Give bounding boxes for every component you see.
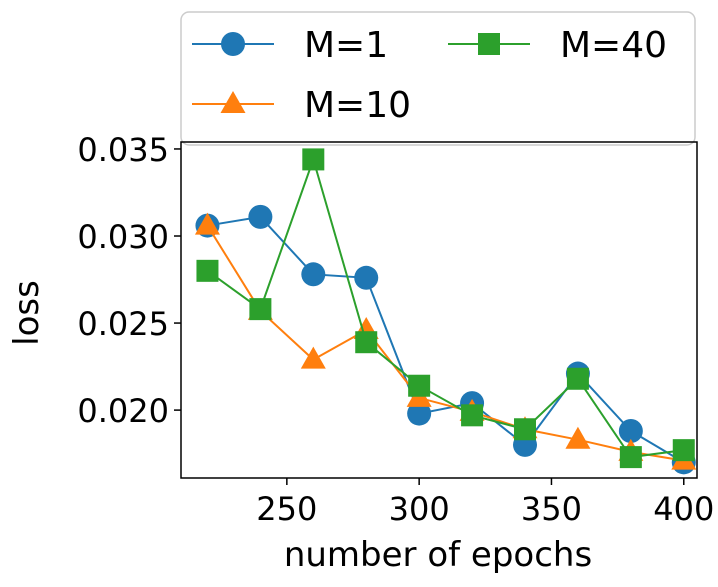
legend-label: M=10 (304, 85, 411, 126)
data-point (249, 298, 272, 321)
data-point (301, 262, 326, 287)
data-point (194, 212, 220, 235)
data-point (566, 367, 589, 390)
series-M=1 (195, 204, 696, 475)
legend-entry: M=40 (448, 25, 667, 66)
data-point (461, 404, 484, 427)
data-point (196, 259, 219, 282)
x-tick-label: 300 (389, 490, 450, 528)
series-line (206, 156, 684, 459)
series-line (206, 225, 684, 462)
legend-entry: M=1 (192, 25, 388, 66)
data-point (565, 426, 591, 449)
data-point (408, 374, 431, 397)
x-tick-label: 400 (653, 490, 714, 528)
data-point (619, 446, 642, 469)
y-tick-label: 0.030 (77, 218, 169, 256)
legend-marker (478, 33, 500, 55)
x-axis-label: number of epochs (284, 535, 592, 575)
y-tick-label: 0.025 (77, 305, 169, 343)
series-line (207, 215, 685, 464)
plot-area (180, 141, 698, 479)
axis-ticks: 250 300 350 400 0.020 0.025 0.030 0.035 (77, 131, 714, 528)
y-axis-label: loss (7, 280, 47, 346)
data-point (300, 346, 326, 369)
legend-label: M=40 (560, 25, 667, 66)
data-point (302, 148, 325, 171)
y-tick-label: 0.020 (77, 392, 169, 430)
data-point (354, 265, 379, 290)
legend-marker (220, 91, 246, 113)
x-tick-label: 250 (256, 490, 317, 528)
x-tick-label: 350 (521, 490, 582, 528)
legend: M=1 M=10 M=40 (192, 25, 667, 126)
data-point (618, 418, 643, 443)
data-point (248, 204, 273, 229)
series-M=40 (196, 148, 695, 469)
legend-entry: M=10 (192, 85, 411, 126)
series-layer (194, 148, 697, 475)
data-point (355, 331, 378, 354)
legend-marker (221, 32, 245, 56)
legend-frame (180, 11, 696, 146)
data-point (672, 439, 695, 462)
legend-label: M=1 (304, 25, 388, 66)
data-point (407, 401, 432, 426)
data-point (514, 418, 536, 441)
y-tick-label: 0.035 (77, 131, 169, 169)
